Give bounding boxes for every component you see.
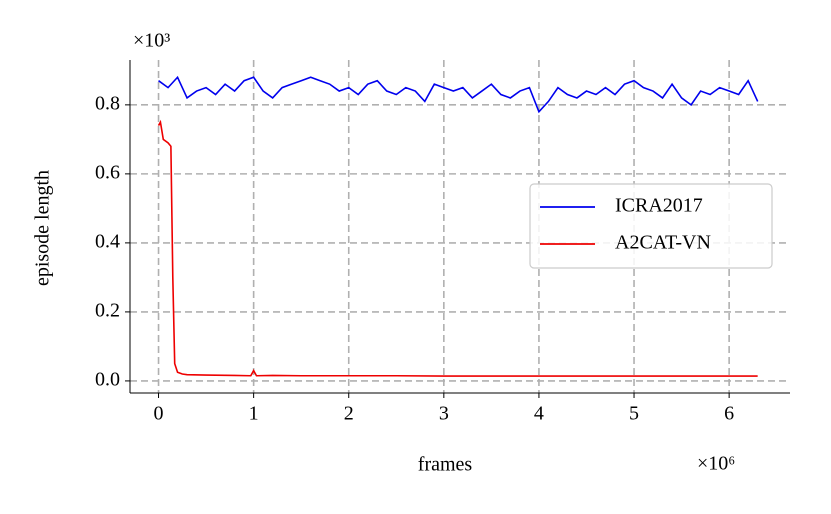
x-tick-label: 4 <box>534 403 544 425</box>
x-tick-label: 5 <box>629 403 639 425</box>
y-tick-label: 0.6 <box>95 161 120 183</box>
x-tick-label: 2 <box>344 403 354 425</box>
x-axis-label: frames <box>418 454 473 476</box>
x-tick-label: 6 <box>724 403 734 425</box>
y-axis-label: episode length <box>32 170 54 286</box>
x-tick-label: 3 <box>439 403 449 425</box>
y-offset-label: ×10³ <box>133 30 170 52</box>
y-tick-label: 0.0 <box>95 369 120 391</box>
y-tick-label: 0.2 <box>95 300 120 322</box>
x-tick-label: 0 <box>154 403 164 425</box>
x-offset-label: ×10⁶ <box>697 453 735 475</box>
legend-label: A2CAT-VN <box>615 232 711 254</box>
series-line <box>158 75 759 114</box>
x-tick-label: 1 <box>249 403 259 425</box>
legend-box <box>529 183 773 269</box>
y-tick-label: 0.4 <box>95 230 120 252</box>
series-line <box>157 119 758 377</box>
legend-label: ICRA2017 <box>615 195 703 217</box>
y-tick-label: 0.8 <box>95 92 120 114</box>
